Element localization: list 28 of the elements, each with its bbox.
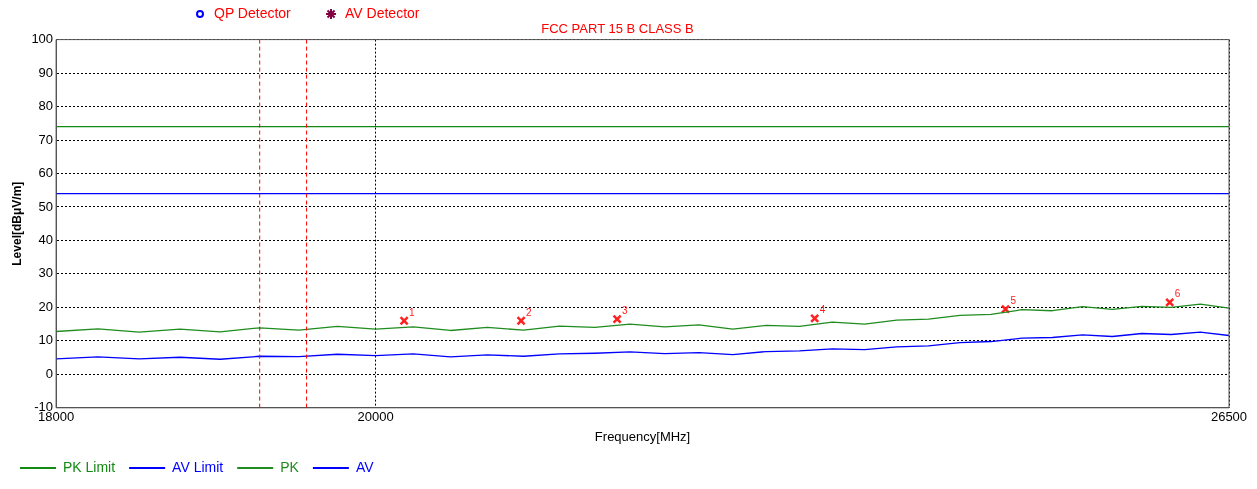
annotation: 5 [1010,294,1017,306]
annotation: 2 [526,306,533,318]
y-tick-label: 80 [38,98,54,114]
x-axis-title: Frequency[MHz] [594,428,691,444]
legend-label: PK [280,458,300,475]
x-tick-label: 26500 [1210,409,1248,425]
legend-label: AV Detector [345,4,420,21]
y-tick-label: 90 [38,64,54,80]
legend-label: AV Limit [172,458,224,475]
y-tick-label: 30 [38,265,54,281]
y-tick-label: 50 [38,198,54,214]
y-tick-label: 40 [38,232,54,248]
y-tick-label: 10 [38,332,54,348]
y-tick-label: 70 [38,131,54,147]
y-tick-label: 100 [31,31,54,47]
annotation: 3 [622,304,629,316]
legend-label: AV [355,458,375,475]
legend-label: PK Limit [63,458,116,475]
annotation: 4 [819,304,826,316]
y-axis-title: Level[dBμV/m] [9,181,24,266]
x-tick-label: 20000 [357,409,394,425]
annotation: 1 [409,306,416,318]
chart-title: FCC PART 15 B CLASS B [541,21,694,37]
legend-label: QP Detector [214,4,292,21]
y-tick-label: 60 [38,165,54,181]
y-tick-label: 20 [38,298,54,314]
y-tick-label: 0 [45,365,54,381]
annotation: 6 [1174,288,1181,300]
